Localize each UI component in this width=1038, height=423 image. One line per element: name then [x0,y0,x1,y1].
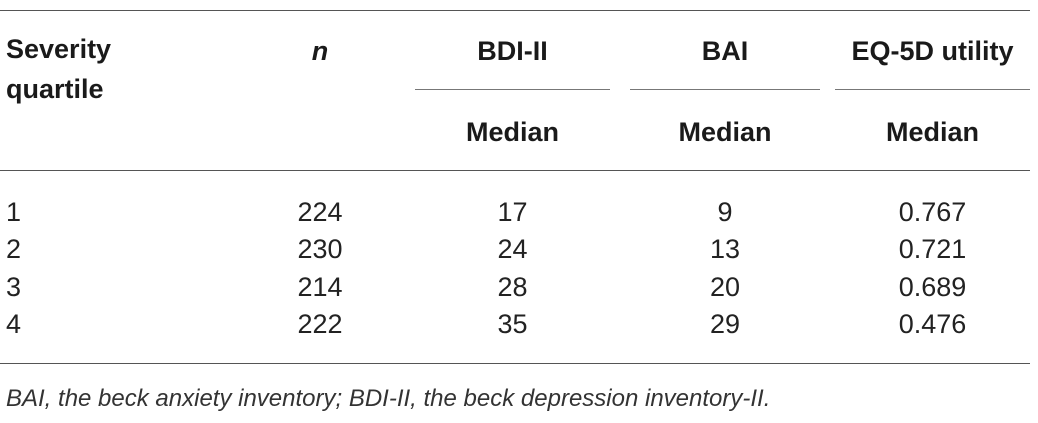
cell-n: 222 [297,309,343,339]
cell-bdi: 17 [497,197,528,227]
cell-bai: 29 [709,309,741,339]
cell-quartile: 1 [6,197,22,227]
cell-quartile: 3 [6,272,22,302]
cell-eq5d: 0.721 [898,234,967,264]
table-footnote: BAI, the beck anxiety inventory; BDI-II,… [6,385,771,412]
table-bottom-rule [0,363,1030,364]
subheader-eq5d-median: Median [885,117,979,147]
subheader-bdi-median: Median [465,117,559,147]
cell-bdi: 28 [497,272,528,302]
header-eq5d: EQ-5D utility [851,36,1014,66]
header-n: n [311,36,329,66]
cell-n: 230 [297,234,343,264]
subheader-bai-median: Median [678,117,772,147]
cell-quartile: 2 [6,234,22,264]
header-severity-line2: quartile [6,74,104,104]
header-bdi: BDI-II [477,36,548,66]
cell-bdi: 35 [497,309,528,339]
header-severity-line1: Severity [6,34,112,64]
table-top-rule [0,10,1030,11]
cell-bai: 9 [717,197,733,227]
cell-eq5d: 0.767 [898,197,967,227]
cell-bdi: 24 [497,234,528,264]
cell-bai: 20 [709,272,741,302]
header-bottom-rule [0,170,1030,171]
cell-bai: 13 [709,234,741,264]
eq5d-spanner-rule [835,89,1030,90]
cell-eq5d: 0.689 [898,272,967,302]
bdi-spanner-rule [415,89,610,90]
header-bai: BAI [701,36,749,66]
cell-n: 214 [297,272,343,302]
cell-n: 224 [297,197,343,227]
cell-quartile: 4 [6,309,22,339]
cell-eq5d: 0.476 [898,309,967,339]
bai-spanner-rule [630,89,820,90]
